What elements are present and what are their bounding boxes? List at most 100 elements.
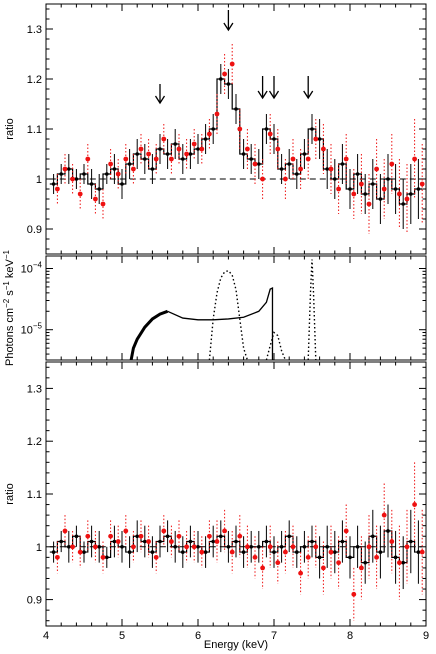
- y-tick-label: 1.1: [27, 489, 42, 501]
- data-point: [127, 550, 132, 554]
- data-point: [237, 533, 243, 539]
- line-marker-arrow: [154, 84, 166, 105]
- data-point: [412, 502, 417, 507]
- data-point: [173, 545, 177, 549]
- data-point: [51, 550, 56, 554]
- data-point: [219, 77, 223, 81]
- data-point: [226, 545, 231, 549]
- data-point: [93, 196, 98, 202]
- data-point: [184, 151, 190, 157]
- data-point: [264, 127, 269, 131]
- model-component-line: [265, 331, 287, 360]
- data-point: [328, 549, 334, 555]
- ratio-panel-bottom: 4 5 6 7 8 9 0.9 1 1.1 1.2 1.3 ratio Energy (keV): [4, 361, 429, 651]
- data-point: [252, 161, 258, 167]
- data-point: [234, 107, 238, 111]
- data-point: [272, 550, 276, 554]
- data-point: [401, 202, 406, 206]
- model-components: [129, 259, 317, 360]
- data-point: [123, 528, 129, 534]
- data-point: [196, 545, 200, 549]
- data-point: [89, 182, 94, 186]
- data-point: [419, 181, 425, 187]
- y-tick-label: 0.9: [27, 224, 42, 236]
- y-axis-label-text: s: [4, 290, 16, 299]
- data-point: [146, 539, 152, 544]
- data-point: [287, 162, 292, 166]
- data-point: [249, 157, 253, 161]
- data-point: [333, 177, 337, 181]
- data-point: [325, 167, 330, 171]
- data-point: [229, 549, 235, 555]
- data-point: [93, 544, 98, 550]
- data-point: [249, 545, 253, 549]
- data-point: [105, 172, 109, 176]
- data-point: [325, 545, 330, 549]
- data-point: [176, 146, 182, 152]
- data-point: [70, 544, 75, 550]
- data-point: [279, 545, 284, 549]
- data-point: [363, 192, 368, 196]
- data-point: [55, 554, 60, 560]
- x-tick-label: 4: [43, 630, 49, 642]
- data-point: [416, 550, 421, 554]
- data-point: [169, 156, 174, 162]
- x-tick-label: 5: [119, 630, 125, 642]
- data-point: [366, 544, 372, 550]
- y-tick-label: 1.3: [27, 383, 42, 395]
- data-point: [257, 162, 261, 166]
- y-tick-label-exponent: −5: [33, 322, 43, 331]
- data-point: [419, 549, 425, 555]
- data-point: [237, 126, 243, 132]
- y-axis-label-exponent: −1: [2, 281, 11, 291]
- data-point: [67, 545, 71, 549]
- data-point: [199, 146, 205, 152]
- data-point: [62, 166, 68, 172]
- data-point: [108, 161, 113, 167]
- data-point: [351, 191, 357, 197]
- data-point: [302, 545, 307, 549]
- y-axis-label: ratio: [4, 118, 16, 139]
- data-point: [203, 550, 208, 554]
- data-point: [222, 528, 228, 534]
- data-point: [67, 167, 71, 171]
- arrow-head: [223, 22, 234, 32]
- data-point: [120, 545, 124, 549]
- data-point: [343, 528, 349, 534]
- data-point: [112, 167, 117, 171]
- data-point: [336, 560, 341, 566]
- y-tick-label: 1: [36, 542, 42, 554]
- data-point: [199, 549, 205, 555]
- y-tick-label-exponent: −4: [33, 260, 43, 269]
- data-point: [389, 539, 395, 544]
- data-point: [409, 539, 413, 544]
- data-point: [153, 156, 159, 162]
- data-point: [59, 539, 63, 544]
- data-point: [340, 162, 345, 166]
- data-point: [143, 157, 147, 161]
- y-axis-label: ratio: [4, 483, 16, 504]
- y-tick-label: 0.9: [27, 595, 42, 607]
- data-point: [214, 111, 220, 117]
- data-point: [161, 528, 167, 534]
- y-axis-label: Photons cm−2 s−1 keV−1: [2, 249, 16, 366]
- x-axis-label: Energy (keV): [204, 639, 268, 651]
- data-point: [340, 539, 345, 544]
- data-point: [283, 549, 288, 555]
- data-point: [348, 187, 352, 191]
- data-point: [401, 560, 406, 565]
- line-marker-arrow: [257, 76, 268, 100]
- y-axis-label-exponent: −1: [2, 249, 11, 259]
- data-point: [100, 201, 106, 207]
- data-point: [298, 570, 303, 576]
- data-point: [207, 131, 212, 137]
- data-point: [234, 539, 238, 544]
- data-point: [115, 539, 121, 544]
- y-axis-label-exponent: −2: [2, 298, 11, 308]
- data-point: [112, 539, 117, 544]
- data-point: [272, 137, 276, 141]
- data-point: [85, 533, 91, 539]
- data-point: [404, 196, 410, 202]
- x-tick-label: 9: [423, 630, 429, 642]
